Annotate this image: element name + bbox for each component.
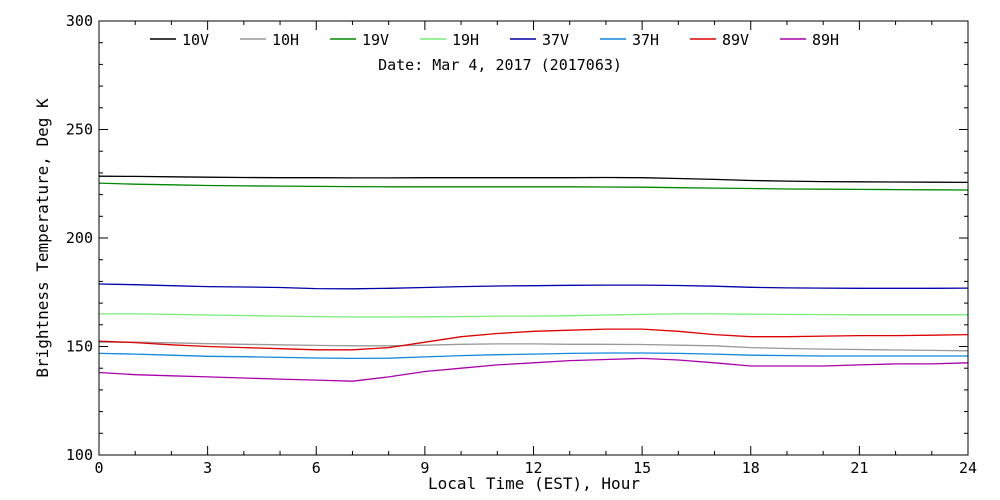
y-tick-label: 150: [66, 338, 93, 356]
legend-item-10v: 10V: [150, 31, 209, 49]
legend-item-19v: 19V: [330, 31, 389, 49]
legend-label: 19H: [452, 31, 479, 49]
legend-item-10h: 10H: [240, 31, 299, 49]
series-layer: [98, 175, 969, 382]
x-tick-label: 12: [524, 459, 542, 477]
series-line-19v: [98, 182, 969, 191]
legend: 10V 10H 19V 19H 37V 37H 89V 89H: [150, 31, 839, 49]
x-tick-label: 9: [420, 459, 429, 477]
legend-label: 10V: [182, 31, 209, 49]
x-tick-label: 15: [633, 459, 651, 477]
legend-label: 89H: [812, 31, 839, 49]
y-tick-label: 300: [66, 12, 93, 30]
x-tick-label: 21: [850, 459, 868, 477]
y-tick-label: 100: [66, 446, 93, 464]
series-line-89h: [98, 357, 969, 382]
ticks-layer: 0 3 6 9 12 15 18 21 24 100 150 200 250 300: [66, 12, 977, 477]
x-tick-label: 24: [959, 459, 977, 477]
legend-item-89v: 89V: [690, 31, 749, 49]
x-tick-label: 0: [94, 459, 103, 477]
y-tick-label: 200: [66, 229, 93, 247]
legend-item-37v: 37V: [510, 31, 569, 49]
legend-label: 89V: [722, 31, 749, 49]
x-tick-label: 18: [742, 459, 760, 477]
legend-label: 37H: [632, 31, 659, 49]
legend-item-89h: 89H: [780, 31, 839, 49]
plot-frame: [98, 20, 969, 456]
y-axis-label: Brightness Temperature, Deg K: [33, 98, 52, 378]
legend-label: 37V: [542, 31, 569, 49]
series-line-19h: [99, 313, 968, 318]
date-annotation: Date: Mar 4, 2017 (2017063): [378, 56, 622, 74]
legend-item-19h: 19H: [420, 31, 479, 49]
series-line-10v: [98, 175, 969, 184]
series-line-89v: [98, 328, 969, 351]
y-tick-label: 250: [66, 121, 93, 139]
series-line-10h: [99, 341, 969, 352]
series-line-37h: [98, 352, 968, 360]
legend-label: 19V: [362, 31, 389, 49]
x-tick-label: 3: [203, 459, 212, 477]
legend-label: 10H: [272, 31, 299, 49]
legend-item-37h: 37H: [600, 31, 659, 49]
x-tick-label: 6: [312, 459, 321, 477]
series-line-37v: [98, 283, 969, 290]
x-axis-label: Local Time (EST), Hour: [428, 474, 640, 493]
